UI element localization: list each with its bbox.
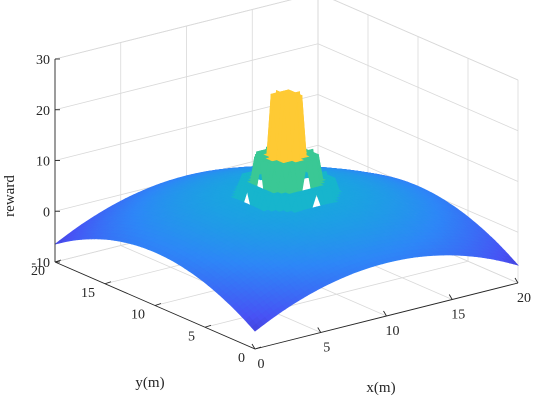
y-tick-label: 10 [131,308,145,323]
x-tick-label: 0 [258,357,265,372]
x-tick-label: 5 [323,341,330,356]
x-tick-label: 10 [386,324,400,339]
box-top-back [54,0,292,60]
x-axis-label: x(m) [366,380,395,396]
y-tick-label: 5 [188,329,195,344]
y-tick-label: 15 [81,286,95,301]
x-tick-label: 15 [451,308,465,323]
y-tick-label: 0 [238,351,245,366]
x-tick-label: 20 [517,291,531,306]
z-tick-label: 20 [36,104,50,119]
z-axis-label: reward [2,175,18,217]
z-tick-label: 0 [43,205,50,220]
surface-layer [54,89,519,332]
z-tick-label: 30 [36,53,50,68]
y-axis-label: y(m) [135,375,164,391]
z-tick-label: 10 [36,155,50,170]
box-top-side [333,0,519,81]
y-tick-label: 20 [31,264,45,279]
